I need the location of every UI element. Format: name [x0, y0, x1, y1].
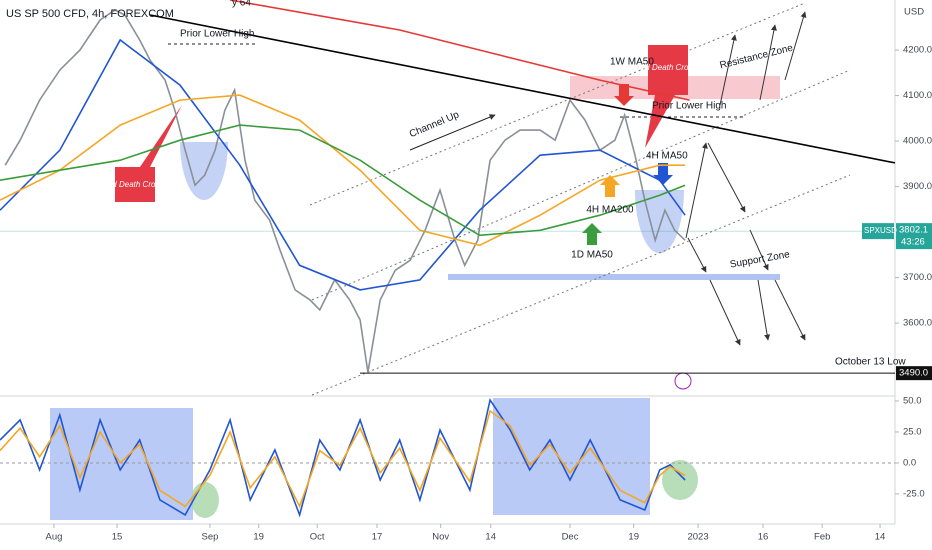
y-unit: USD: [904, 7, 924, 18]
annotation: 4H Death Cross: [107, 180, 164, 189]
x-tick-label: 2023: [687, 532, 708, 543]
series-line: [0, 409, 686, 509]
x-tick-label: Aug: [45, 532, 62, 543]
support-zone: [448, 274, 780, 280]
x-tick-label: Nov: [432, 532, 449, 543]
x-tick-label: 19: [253, 532, 264, 543]
series-line: [0, 124, 686, 237]
series-line: [149, 14, 896, 164]
y-tick-label: 3900.0: [903, 181, 932, 192]
symbol-tag: [862, 223, 894, 240]
y-tick-label: 50.0: [903, 395, 922, 406]
x-tick-label: 16: [758, 532, 769, 543]
y-tick-label: 4000.0: [903, 136, 932, 147]
annotation: 4H MA200: [586, 205, 634, 216]
series-line: [0, 38, 686, 291]
last-price-label: 3802.1: [899, 225, 928, 236]
symbol-label: SPXUSD: [864, 226, 897, 235]
channel-lines: [309, 2, 851, 396]
annotation: y 64: [232, 0, 251, 9]
annotation: 4H MA50: [646, 151, 688, 162]
x-tick-label: 15: [112, 532, 123, 543]
y-tick-label: 25.0: [903, 426, 922, 437]
cup-shape: [180, 142, 228, 200]
y-tick-label: 4200.0: [903, 45, 932, 56]
channel-arrow: [409, 114, 496, 151]
y-tick-label: 4100.0: [903, 90, 932, 101]
x-tick-label: Oct: [310, 532, 325, 543]
annotation: 1D MA50: [571, 250, 613, 261]
event-icon: [674, 372, 692, 390]
callout: [115, 105, 182, 202]
low-level-tag: [896, 366, 932, 381]
chart-title: US SP 500 CFD, 4h, FOREXCOM: [6, 8, 174, 20]
highlight-circle: [662, 460, 698, 500]
x-tick-label: Feb: [814, 532, 830, 543]
projection-arrows: [685, 11, 807, 346]
annotation: 1W MA50: [610, 57, 654, 68]
prior-high-lines: [168, 43, 745, 118]
x-tick-label: 14: [875, 532, 886, 543]
annotation: 4H Death Cross: [640, 63, 697, 72]
annotation: Channel Up: [408, 109, 461, 140]
cup-shape: [635, 190, 684, 254]
x-tick-label: 14: [485, 532, 496, 543]
annotation: Prior Lower High: [652, 101, 726, 112]
low-level-label: 3490.0: [899, 368, 928, 379]
highlight-box: [493, 398, 650, 515]
y-tick-label: 3600.0: [903, 318, 932, 329]
x-tick-label: 17: [372, 532, 383, 543]
x-tick-label: 19: [628, 532, 639, 543]
highlight-circle: [191, 482, 219, 518]
annotation: Prior Lower High: [180, 29, 254, 40]
x-tick-label: Dec: [562, 532, 579, 543]
x-tick-label: Sep: [201, 532, 218, 543]
last-price-tag: [896, 223, 932, 250]
y-tick-label: -25.0: [903, 488, 925, 499]
annotation: Resistance Zone: [719, 43, 795, 72]
countdown: 43:26: [901, 237, 925, 248]
highlight-box: [50, 408, 193, 520]
y-tick-label: 0.0: [903, 457, 916, 468]
series-line: [4, 9, 686, 373]
callout: [645, 45, 688, 148]
series-line: [229, 0, 690, 101]
y-tick-label: 3700.0: [903, 272, 932, 283]
annotation: October 13 Low: [835, 357, 906, 368]
series-line: [0, 94, 686, 247]
